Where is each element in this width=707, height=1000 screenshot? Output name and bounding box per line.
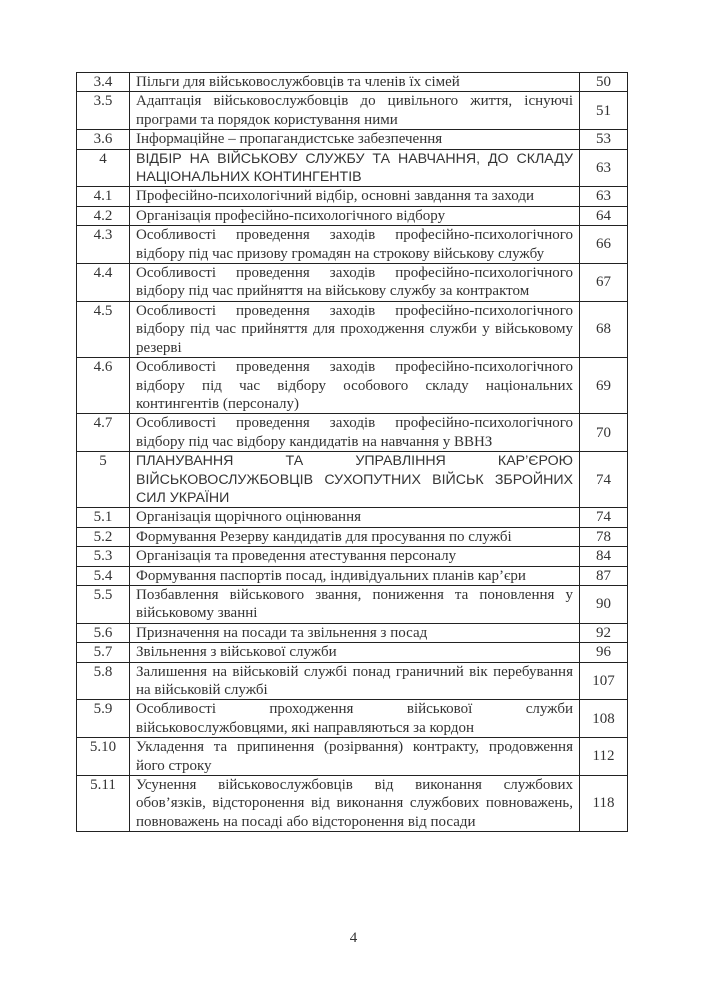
- section-page: 69: [579, 357, 628, 415]
- section-title: Укладення та припинення (розірвання) кон…: [129, 737, 580, 777]
- page-number: 4: [349, 930, 358, 946]
- section-title: Організація та проведення атестування пе…: [129, 546, 580, 567]
- section-number: 3.6: [76, 129, 130, 150]
- section-page: 90: [579, 584, 628, 624]
- section-title: Інформаційне – пропагандистське забезпеч…: [129, 129, 580, 150]
- section-title: Особливості проведення заходів професійн…: [129, 357, 580, 415]
- toc-row: 5.6 Призначення на посади та звільнення …: [76, 622, 628, 644]
- section-number: 4.4: [76, 263, 130, 302]
- section-page: 67: [579, 263, 628, 302]
- section-page: 118: [579, 775, 628, 833]
- section-title: Організація професійно-психологічного ві…: [129, 205, 580, 227]
- section-page: 108: [579, 699, 628, 739]
- section-page: 66: [579, 225, 628, 265]
- section-number: 4.2: [76, 205, 130, 227]
- section-title: Позбавлення військового звання, пониженн…: [129, 584, 580, 624]
- section-number: 5.6: [76, 622, 130, 644]
- section-title: ВІДБІР НА ВІЙСЬКОВУ СЛУЖБУ ТА НАВЧАННЯ, …: [129, 148, 580, 188]
- section-title: Призначення на посади та звільнення з по…: [129, 622, 580, 644]
- section-page: 112: [579, 737, 628, 777]
- section-page: 51: [579, 91, 628, 131]
- section-number: 5.5: [76, 584, 130, 624]
- toc-row: 4.1 Професійно-психологічний відбір, осн…: [76, 186, 628, 207]
- section-title: Особливості проведення заходів професійн…: [129, 225, 580, 265]
- toc-row: 4.5 Особливості проведення заходів профе…: [76, 300, 628, 359]
- section-title: Професійно-психологічний відбір, основні…: [129, 186, 580, 207]
- section-number: 3.4: [76, 71, 130, 93]
- toc-row: 3.5 Адаптація військовослужбовців до цив…: [76, 91, 628, 131]
- section-number: 4.5: [76, 300, 130, 359]
- toc-row: 5.10 Укладення та припинення (розірвання…: [76, 737, 628, 777]
- section-number: 5: [76, 451, 130, 509]
- toc-row: 3.4 Пільги для військовослужбовців та чл…: [76, 71, 628, 93]
- section-number: 5.8: [76, 661, 130, 701]
- section-title: Звільнення з військової служби: [129, 642, 580, 663]
- section-page: 96: [579, 642, 628, 663]
- section-number: 4.1: [76, 186, 130, 207]
- section-number: 5.2: [76, 526, 130, 548]
- section-title: Особливості проведення заходів професійн…: [129, 263, 580, 302]
- section-title: Особливості проведення заходів професійн…: [129, 300, 580, 359]
- section-number: 5.11: [76, 775, 130, 833]
- toc-row: 5.4 Формування паспортів посад, індивіду…: [76, 565, 628, 586]
- section-page: 74: [579, 451, 628, 509]
- toc-row: 3.6 Інформаційне – пропагандистське забе…: [76, 129, 628, 150]
- table-of-contents: 3.4 Пільги для військовослужбовців та чл…: [76, 71, 628, 833]
- section-page: 70: [579, 413, 628, 453]
- toc-row: 5.9 Особливості проходження військової с…: [76, 699, 628, 739]
- toc-row: 5.5 Позбавлення військового звання, пони…: [76, 584, 628, 624]
- section-page: 78: [579, 526, 628, 548]
- section-title: Формування Резерву кандидатів для просув…: [129, 526, 580, 548]
- section-title: Усунення військовослужбовців від виконан…: [129, 775, 580, 833]
- toc-row: 5.7 Звільнення з військової служби 96: [76, 642, 628, 663]
- section-title: Особливості проходження військової служб…: [129, 699, 580, 739]
- toc-row: 5.2 Формування Резерву кандидатів для пр…: [76, 526, 628, 548]
- section-title: Адаптація військовослужбовців до цивільн…: [129, 91, 580, 131]
- toc-row: 5.3 Організація та проведення атестуванн…: [76, 546, 628, 567]
- section-number: 3.5: [76, 91, 130, 131]
- section-page: 64: [579, 205, 628, 227]
- section-title: Особливості проведення заходів професійн…: [129, 413, 580, 453]
- section-title: ПЛАНУВАННЯ ТА УПРАВЛІННЯ КАР’ЄРОЮ ВІЙСЬК…: [129, 451, 580, 509]
- section-number: 4.3: [76, 225, 130, 265]
- section-page: 68: [579, 300, 628, 359]
- section-page: 92: [579, 622, 628, 644]
- toc-row: 4.2 Організація професійно-психологічног…: [76, 205, 628, 227]
- section-page: 63: [579, 148, 628, 188]
- section-title: Організація щорічного оцінювання: [129, 507, 580, 528]
- toc-row: 5.1 Організація щорічного оцінювання 74: [76, 507, 628, 528]
- section-number: 4.7: [76, 413, 130, 453]
- toc-row: 4 ВІДБІР НА ВІЙСЬКОВУ СЛУЖБУ ТА НАВЧАННЯ…: [76, 148, 628, 188]
- toc-row: 4.6 Особливості проведення заходів профе…: [76, 357, 628, 415]
- toc-row: 4.3 Особливості проведення заходів профе…: [76, 225, 628, 265]
- section-title: Залишення на військовій службі понад гра…: [129, 661, 580, 701]
- section-page: 63: [579, 186, 628, 207]
- section-number: 5.3: [76, 546, 130, 567]
- section-number: 4: [76, 148, 130, 188]
- section-page: 87: [579, 565, 628, 586]
- section-number: 5.9: [76, 699, 130, 739]
- toc-row: 5.8 Залишення на військовій службі понад…: [76, 661, 628, 701]
- toc-row: 4.7 Особливості проведення заходів профе…: [76, 413, 628, 453]
- section-number: 5.7: [76, 642, 130, 663]
- toc-row: 5 ПЛАНУВАННЯ ТА УПРАВЛІННЯ КАР’ЄРОЮ ВІЙС…: [76, 451, 628, 509]
- section-number: 5.10: [76, 737, 130, 777]
- section-title: Пільги для військовослужбовців та членів…: [129, 71, 580, 93]
- section-page: 107: [579, 661, 628, 701]
- toc-row: 4.4 Особливості проведення заходів профе…: [76, 263, 628, 302]
- section-page: 84: [579, 546, 628, 567]
- section-number: 5.1: [76, 507, 130, 528]
- section-page: 50: [579, 71, 628, 93]
- section-number: 5.4: [76, 565, 130, 586]
- section-number: 4.6: [76, 357, 130, 415]
- section-title: Формування паспортів посад, індивідуальн…: [129, 565, 580, 586]
- toc-row: 5.11 Усунення військовослужбовців від ви…: [76, 775, 628, 833]
- section-page: 53: [579, 129, 628, 150]
- section-page: 74: [579, 507, 628, 528]
